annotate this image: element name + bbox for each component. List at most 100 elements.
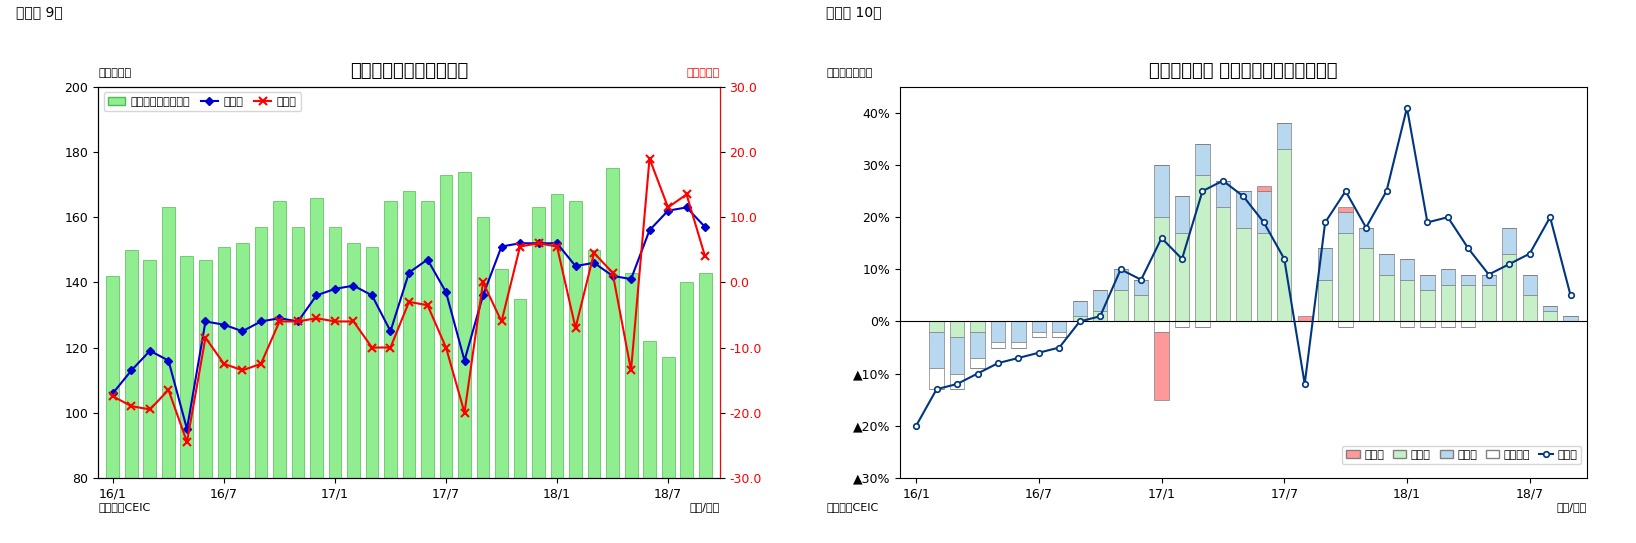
Bar <box>329 266 342 282</box>
Bar <box>605 282 618 334</box>
Bar <box>991 342 1005 348</box>
Text: （億ドル）: （億ドル） <box>687 68 720 78</box>
Bar <box>291 280 304 282</box>
Bar <box>1175 197 1189 233</box>
輸入額 <box>437 344 456 351</box>
Bar <box>681 282 694 543</box>
Bar <box>970 332 985 358</box>
Bar <box>1420 275 1435 290</box>
Bar <box>1379 275 1394 321</box>
Bar <box>291 227 304 543</box>
Bar <box>643 250 656 282</box>
Bar <box>1073 316 1086 321</box>
Bar <box>440 175 453 543</box>
Line: 輸入額: 輸入額 <box>110 154 708 446</box>
Bar <box>1216 207 1230 321</box>
Bar <box>1196 321 1209 327</box>
Bar <box>1052 321 1067 332</box>
Bar <box>273 279 286 282</box>
Bar <box>1338 212 1353 233</box>
輸出額 <box>344 282 363 289</box>
Bar <box>1256 186 1271 191</box>
Bar <box>1441 285 1454 321</box>
Bar <box>106 266 119 282</box>
Bar <box>1338 321 1353 327</box>
輸入額 <box>510 243 530 250</box>
輸入額 <box>584 250 604 256</box>
輸出額 <box>473 292 492 299</box>
Bar <box>569 282 582 299</box>
Bar <box>1543 311 1557 321</box>
Bar <box>1155 321 1168 332</box>
Bar <box>1134 295 1148 321</box>
Legend: 貿易収支（右目盛）, 輸出額, 輸入額: 貿易収支（右目盛）, 輸出額, 輸入額 <box>103 92 301 111</box>
Bar <box>1155 217 1168 321</box>
Bar <box>1155 165 1168 217</box>
Bar <box>1114 269 1127 290</box>
輸入額 <box>177 439 196 445</box>
輸出額 <box>381 328 401 334</box>
Bar <box>1379 254 1394 275</box>
Bar <box>1502 254 1517 321</box>
Legend: 農産品, 製造品, 鉱業品, 石油ガス, 輸出額: 農産品, 製造品, 鉱業品, 石油ガス, 輸出額 <box>1342 446 1582 464</box>
Bar <box>496 269 509 543</box>
Bar <box>1032 321 1045 332</box>
Bar <box>106 276 119 543</box>
Text: （億ドル）: （億ドル） <box>98 68 131 78</box>
Bar <box>218 277 231 282</box>
Bar <box>1360 228 1373 249</box>
Bar <box>625 273 638 543</box>
輸出額 <box>177 426 196 432</box>
Bar <box>643 341 656 543</box>
Bar <box>514 276 527 282</box>
Bar <box>1564 316 1577 321</box>
Bar <box>1237 228 1250 321</box>
Bar <box>162 207 175 543</box>
Bar <box>605 168 618 543</box>
Bar <box>1338 207 1353 212</box>
Bar <box>309 198 322 543</box>
輸出額 <box>492 243 512 250</box>
輸入額 <box>121 403 141 409</box>
Bar <box>532 207 545 543</box>
Bar <box>1196 175 1209 321</box>
Bar <box>587 250 600 543</box>
輸出額 <box>288 318 308 325</box>
輸入額 <box>252 361 272 367</box>
Bar <box>384 279 398 282</box>
Text: （図表 10）: （図表 10） <box>826 5 882 20</box>
輸出額 <box>103 390 123 396</box>
輸入額 <box>602 269 622 276</box>
Bar <box>309 276 322 282</box>
Bar <box>365 247 378 543</box>
Bar <box>347 243 360 543</box>
Bar <box>951 337 964 374</box>
Bar <box>1400 321 1414 327</box>
Bar <box>1011 342 1026 348</box>
Bar <box>1032 332 1045 337</box>
Text: （図表 9）: （図表 9） <box>16 5 64 20</box>
Bar <box>384 201 398 543</box>
Bar <box>1543 306 1557 311</box>
輸出額 <box>510 240 530 247</box>
輸入額 <box>473 279 492 286</box>
輸入額 <box>381 344 401 351</box>
Bar <box>951 321 964 337</box>
輸出額 <box>141 348 160 354</box>
Bar <box>180 256 193 543</box>
Bar <box>124 279 137 282</box>
輸入額 <box>362 344 381 351</box>
輸出額 <box>362 292 381 299</box>
輸入額 <box>196 334 216 341</box>
Bar <box>420 266 434 282</box>
Bar <box>1175 233 1189 321</box>
Bar <box>1523 275 1536 295</box>
輸入額 <box>622 367 641 374</box>
Bar <box>1155 332 1168 400</box>
Bar <box>681 282 694 380</box>
輸入額 <box>141 406 160 413</box>
輸出額 <box>528 240 548 247</box>
輸入額 <box>159 387 178 393</box>
輸出額 <box>658 207 677 214</box>
輸出額 <box>159 357 178 364</box>
